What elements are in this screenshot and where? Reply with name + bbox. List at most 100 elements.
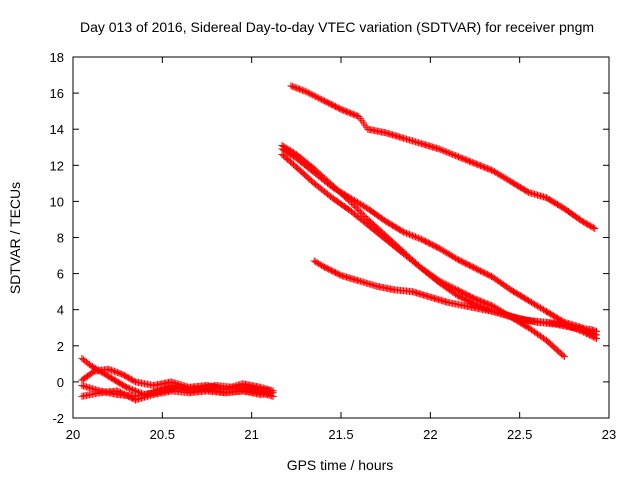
- data-point: [294, 85, 302, 93]
- data-point: [441, 248, 449, 256]
- y-tick-label: 0: [57, 375, 64, 390]
- y-tick-label: 16: [50, 86, 64, 101]
- data-point: [489, 167, 497, 175]
- data-point: [356, 200, 364, 208]
- data-point: [108, 366, 116, 374]
- data-point: [538, 305, 546, 313]
- data-point: [414, 234, 422, 242]
- data-point: [450, 253, 458, 261]
- data-point: [447, 150, 455, 158]
- data-point: [361, 212, 369, 220]
- data-point: [592, 327, 600, 335]
- data-point: [130, 377, 138, 385]
- data-point: [281, 143, 289, 151]
- data-point: [490, 168, 498, 176]
- data-point: [523, 296, 531, 304]
- series-7: [278, 150, 568, 361]
- y-tick-label: 4: [57, 303, 64, 318]
- data-point: [306, 90, 314, 98]
- data-point: [353, 205, 361, 213]
- data-point: [452, 254, 460, 262]
- x-axis-label: GPS time / hours: [287, 457, 394, 473]
- data-point: [450, 151, 458, 159]
- data-point: [408, 232, 416, 240]
- data-point: [298, 86, 306, 94]
- data-point: [312, 258, 320, 266]
- data-point: [410, 232, 418, 240]
- data-point: [116, 370, 124, 378]
- data-point: [416, 235, 424, 243]
- data-point: [449, 252, 457, 260]
- series-4: [78, 382, 277, 400]
- data-point: [407, 231, 415, 239]
- data-point: [528, 298, 536, 306]
- x-tick-label: 23: [602, 427, 616, 442]
- data-point: [123, 383, 131, 391]
- data-point: [113, 369, 121, 377]
- data-point: [440, 247, 448, 255]
- data-point: [121, 382, 129, 390]
- data-point: [400, 228, 408, 236]
- data-point: [313, 93, 321, 101]
- y-tick-label: 10: [50, 194, 64, 209]
- data-point: [316, 95, 324, 103]
- data-point: [438, 246, 446, 254]
- data-point: [449, 150, 457, 158]
- data-point: [525, 297, 533, 305]
- data-point: [444, 149, 452, 157]
- data-point: [502, 175, 510, 183]
- data-point: [434, 244, 442, 252]
- data-point: [316, 261, 324, 269]
- data-point: [356, 208, 364, 216]
- data-point: [591, 224, 599, 232]
- data-point: [529, 299, 537, 307]
- data-point: [279, 142, 287, 150]
- data-point: [501, 174, 509, 182]
- data-point: [447, 252, 455, 260]
- y-tick-label: -2: [52, 411, 64, 426]
- data-point: [401, 229, 409, 237]
- data-point: [541, 307, 549, 315]
- data-point: [300, 87, 308, 95]
- data-point: [587, 332, 595, 340]
- data-point: [115, 369, 123, 377]
- data-point: [504, 176, 512, 184]
- data-point: [411, 233, 419, 241]
- data-point: [269, 389, 277, 397]
- x-tick-label: 20.5: [150, 427, 175, 442]
- data-point: [446, 149, 454, 157]
- y-tick-label: 14: [50, 122, 64, 137]
- data-point: [304, 89, 312, 97]
- data-point: [531, 300, 539, 308]
- data-point: [559, 351, 567, 359]
- data-point: [493, 169, 501, 177]
- data-point: [526, 298, 534, 306]
- data-point: [297, 86, 305, 94]
- data-point: [347, 199, 355, 207]
- data-point: [282, 144, 290, 152]
- data-point: [441, 147, 449, 155]
- data-point: [284, 145, 292, 153]
- data-point: [359, 202, 367, 210]
- data-point: [88, 363, 96, 371]
- data-point: [310, 257, 318, 265]
- data-point: [301, 87, 309, 95]
- data-point: [87, 362, 95, 370]
- data-point: [313, 259, 321, 267]
- data-point: [505, 177, 513, 185]
- data-point: [303, 88, 311, 96]
- data-point: [537, 304, 545, 312]
- data-point: [106, 366, 114, 374]
- data-point: [495, 170, 503, 178]
- axes: 20 20.5 21 21.5 22 22.5 23 -2 0 2 4 6 8 10 12 14 16 18: [50, 50, 617, 442]
- data-point: [285, 146, 293, 154]
- data-point: [287, 82, 295, 90]
- data-point: [359, 211, 367, 219]
- data-point: [499, 173, 507, 181]
- data-point: [352, 197, 360, 205]
- data-point: [496, 171, 504, 179]
- data-point: [358, 209, 366, 217]
- data-point: [110, 367, 118, 375]
- series-6: [278, 145, 600, 339]
- data-point: [437, 146, 445, 154]
